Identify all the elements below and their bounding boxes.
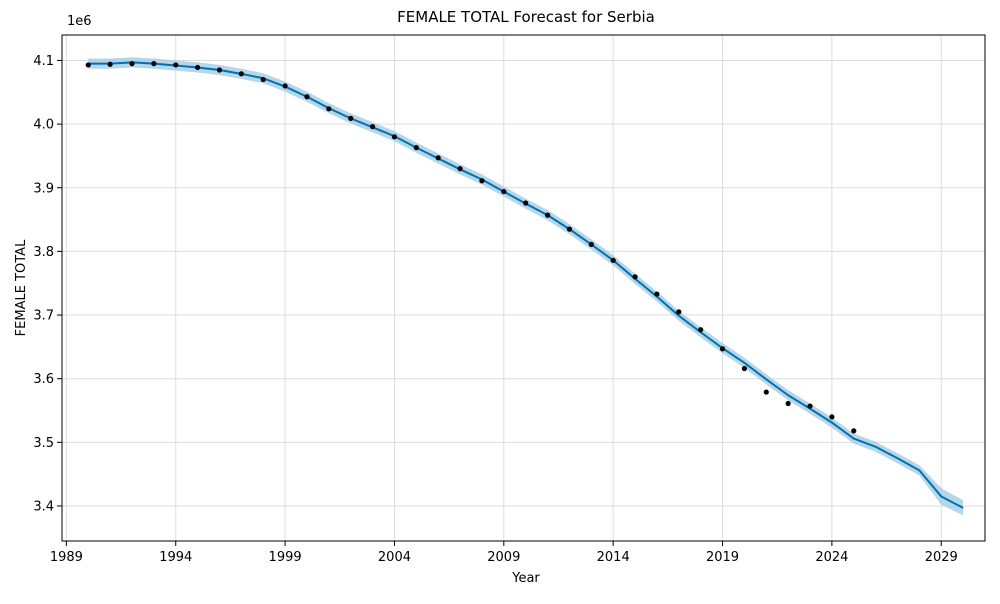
actual-data-point — [457, 166, 463, 172]
y-axis-label: FEMALE TOTAL — [14, 239, 29, 336]
actual-data-point — [369, 124, 376, 130]
actual-data-point — [479, 178, 485, 184]
y-tick-label: 3.8 — [33, 245, 54, 260]
actual-points-layer — [85, 61, 857, 434]
actual-data-point — [195, 64, 201, 71]
actual-data-point — [698, 327, 704, 333]
actual-data-point — [676, 309, 682, 315]
x-tick-label: 2009 — [487, 550, 520, 565]
actual-data-point — [260, 76, 266, 83]
y-tick-label: 4.1 — [33, 54, 54, 69]
x-axis-label: Year — [511, 571, 540, 586]
actual-data-point — [238, 71, 244, 77]
actual-data-point — [216, 67, 223, 73]
x-tick-label: 2024 — [815, 550, 848, 565]
actual-data-point — [435, 155, 441, 161]
actual-data-point — [785, 400, 791, 407]
x-tick-label: 1999 — [269, 550, 302, 565]
x-tick-label: 1989 — [50, 550, 83, 565]
actual-data-point — [632, 274, 638, 280]
actual-data-point — [807, 403, 813, 409]
y-axis-ticks: 3.4 3.5 3.6 3.7 3.8 3.9 4.0 4.1 — [33, 54, 62, 514]
actual-data-point — [151, 61, 157, 67]
actual-data-point — [391, 134, 398, 140]
actual-data-point — [544, 212, 551, 218]
actual-data-point — [173, 62, 179, 68]
y-tick-label: 4.0 — [33, 118, 54, 133]
actual-data-point — [719, 346, 726, 352]
actual-data-point — [326, 106, 332, 112]
actual-data-point — [501, 188, 507, 195]
x-tick-label: 2019 — [706, 550, 739, 565]
actual-data-point — [523, 200, 529, 206]
actual-data-point — [85, 62, 91, 68]
y-tick-label: 3.9 — [33, 181, 54, 196]
actual-data-point — [129, 61, 135, 67]
chart-title: FEMALE TOTAL Forecast for Serbia — [397, 8, 655, 26]
x-tick-label: 1994 — [159, 550, 192, 565]
actual-data-point — [107, 61, 113, 67]
x-tick-label: 2029 — [925, 550, 958, 565]
x-axis-ticks: 1989 1994 1999 2004 2009 2014 2019 2024 2029 — [50, 541, 958, 565]
actual-data-point — [588, 241, 594, 248]
actual-data-point — [851, 428, 857, 434]
actual-data-point — [348, 115, 354, 121]
actual-data-point — [282, 83, 288, 89]
y-tick-label: 3.6 — [33, 372, 54, 387]
actual-data-point — [413, 145, 419, 151]
actual-data-point — [566, 226, 573, 232]
actual-data-point — [741, 365, 748, 372]
x-tick-label: 2004 — [378, 550, 411, 565]
actual-data-point — [654, 291, 660, 297]
x-tick-label: 2014 — [597, 550, 630, 565]
actual-data-point — [304, 94, 310, 100]
y-tick-label: 3.4 — [33, 499, 54, 514]
plot-area-frame — [61, 34, 986, 542]
y-tick-label: 3.7 — [33, 309, 54, 324]
y-tick-label: 3.5 — [33, 436, 54, 451]
actual-data-point — [829, 414, 835, 420]
y-offset-label: 1e6 — [67, 14, 92, 29]
grid-lines — [62, 35, 985, 541]
actual-data-point — [763, 389, 769, 395]
actual-data-point — [610, 257, 616, 263]
